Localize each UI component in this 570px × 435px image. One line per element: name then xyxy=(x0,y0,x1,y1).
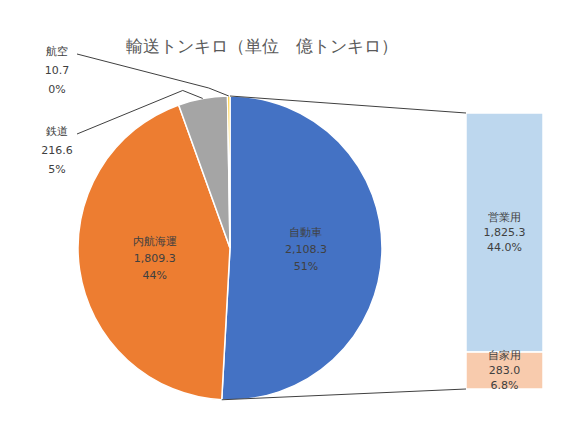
pie-slice xyxy=(222,96,382,400)
data-label: 6.8% xyxy=(491,379,519,392)
data-label: 自家用 xyxy=(488,349,521,362)
data-label: 283.0 xyxy=(489,364,521,377)
data-label: 1,825.3 xyxy=(484,226,526,239)
leader-line xyxy=(77,54,229,96)
data-label: 5% xyxy=(48,163,65,176)
connector xyxy=(222,389,466,400)
data-label: 2,108.3 xyxy=(285,243,327,256)
data-label: 自動車 xyxy=(289,226,322,239)
data-label: 10.7 xyxy=(45,64,70,77)
data-label: 鉄道 xyxy=(46,125,68,138)
pie xyxy=(78,96,382,400)
bar-segment xyxy=(466,113,543,352)
data-label: 1,809.3 xyxy=(134,252,176,265)
breakdown-bar xyxy=(466,113,543,389)
data-label: 0% xyxy=(48,83,65,96)
data-label: 51% xyxy=(294,260,318,273)
chart: 輸送トンキロ（単位 億トンキロ） 自動車 2,108.3 51% 内航海運 1,809.3… xyxy=(0,0,570,435)
data-label: 44.0% xyxy=(487,241,522,254)
background xyxy=(0,0,570,435)
data-label: 営業用 xyxy=(488,211,521,224)
data-label: 44% xyxy=(143,269,167,282)
connector xyxy=(230,96,466,113)
title: 輸送トンキロ（単位 億トンキロ） xyxy=(126,36,398,56)
pie-slice xyxy=(228,96,230,248)
pie-slice xyxy=(179,96,230,248)
data-label: 内航海運 xyxy=(133,235,177,248)
data-label: 216.6 xyxy=(41,144,73,157)
leader-line xyxy=(77,90,203,134)
data-label: 航空 xyxy=(46,45,68,58)
